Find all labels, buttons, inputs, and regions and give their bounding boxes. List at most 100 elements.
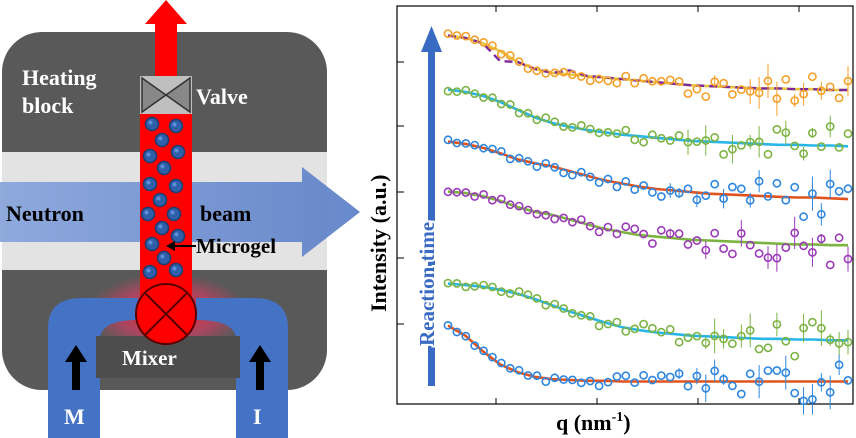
microgel-particle-highlight xyxy=(174,232,179,237)
data-point xyxy=(568,170,577,180)
data-point xyxy=(550,117,560,127)
data-point xyxy=(443,187,453,197)
data-point xyxy=(461,331,471,341)
data-point xyxy=(808,189,817,198)
data-point xyxy=(763,149,773,159)
data-point xyxy=(843,76,853,86)
data-point xyxy=(452,187,462,197)
microgel-particle-highlight xyxy=(146,268,151,273)
data-point xyxy=(692,137,702,146)
data-point xyxy=(808,247,817,257)
data-point xyxy=(603,76,613,86)
data-point xyxy=(843,337,853,347)
data-point xyxy=(745,325,755,335)
data-point xyxy=(763,253,773,262)
data-point xyxy=(621,71,631,81)
data-point xyxy=(470,35,480,45)
data-point xyxy=(781,195,791,205)
data-point xyxy=(559,168,568,178)
data-point xyxy=(559,213,568,223)
data-point xyxy=(461,138,471,148)
data-point xyxy=(514,57,524,67)
data-point xyxy=(728,144,737,154)
microgel-particle-highlight xyxy=(160,254,165,259)
data-point xyxy=(603,377,613,387)
data-point xyxy=(639,137,648,147)
fit-line-dashed xyxy=(447,34,848,92)
data-point xyxy=(461,188,471,197)
microgel-particle xyxy=(144,116,160,132)
fit-line xyxy=(447,190,848,247)
data-point xyxy=(487,282,497,292)
data-point xyxy=(825,179,835,189)
neutron-label: Neutron xyxy=(6,201,84,226)
data-point xyxy=(701,92,711,101)
microgel-particle-highlight xyxy=(148,240,153,245)
data-point xyxy=(701,245,711,255)
data-point xyxy=(479,346,488,356)
data-point xyxy=(541,68,551,78)
data-point xyxy=(559,122,568,132)
data-point xyxy=(674,188,684,198)
data-point xyxy=(736,228,746,238)
data-point xyxy=(523,371,533,380)
data-point xyxy=(532,66,542,76)
microgel-particle xyxy=(142,264,158,280)
data-point xyxy=(585,221,595,231)
data-point xyxy=(505,363,515,373)
data-point xyxy=(825,82,835,92)
data-point xyxy=(674,77,684,86)
data-point xyxy=(496,358,506,368)
microgel-particle xyxy=(144,236,160,252)
data-point xyxy=(648,76,657,86)
data-point xyxy=(479,280,488,290)
data-point xyxy=(808,128,817,138)
data-point xyxy=(656,133,666,143)
data-point xyxy=(541,377,551,386)
data-point xyxy=(514,365,524,375)
data-point xyxy=(496,99,506,109)
axis-ticks xyxy=(397,6,800,404)
data-point xyxy=(630,135,640,145)
data-point xyxy=(612,372,622,381)
microgel-particle-highlight xyxy=(172,182,177,187)
valve-label: Valve xyxy=(196,84,248,109)
microgel-particle xyxy=(156,250,172,266)
data-point xyxy=(808,317,817,327)
data-point xyxy=(745,240,755,250)
heating-label-1: Heating xyxy=(22,65,97,90)
data-point xyxy=(568,70,577,80)
microgel-particle xyxy=(170,144,186,160)
data-point xyxy=(763,191,773,201)
data-point xyxy=(790,141,800,151)
microgel-label: Microgel xyxy=(196,234,276,258)
data-point xyxy=(461,85,471,95)
microgel-particle-highlight xyxy=(172,122,177,127)
data-point xyxy=(674,337,684,347)
schematic: Heating block Valve Neutron beam Microge… xyxy=(0,0,360,438)
data-point xyxy=(550,299,560,309)
data-point xyxy=(772,319,782,329)
data-point xyxy=(603,127,613,137)
data-point xyxy=(639,370,648,380)
data-point xyxy=(719,244,728,253)
data-point xyxy=(594,128,604,138)
inlet-i-label: I xyxy=(253,404,262,429)
data-point xyxy=(665,136,675,145)
data-point xyxy=(808,394,817,404)
data-point xyxy=(621,125,631,135)
data-point xyxy=(630,324,640,334)
data-point xyxy=(630,185,640,194)
data-point xyxy=(443,320,453,330)
data-point xyxy=(639,73,648,83)
data-point xyxy=(728,182,737,192)
fit-line xyxy=(447,282,848,342)
data-point xyxy=(541,210,551,220)
data-point xyxy=(541,158,551,168)
data-point xyxy=(487,144,497,154)
data-point xyxy=(692,371,702,381)
data-point xyxy=(825,260,835,270)
data-point xyxy=(585,76,595,86)
data-point xyxy=(799,323,808,333)
